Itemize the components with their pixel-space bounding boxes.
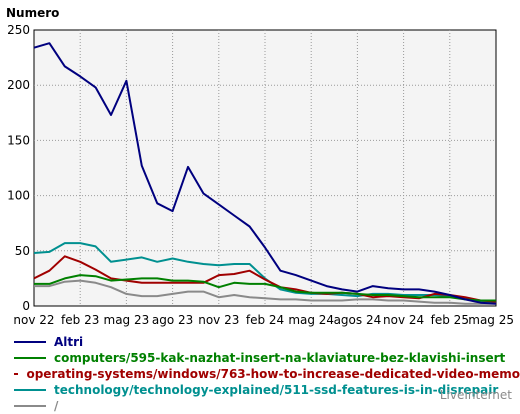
legend-item-2: operating-systems/windows/763-how-to-inc… xyxy=(14,366,520,382)
legend-label: operating-systems/windows/763-how-to-inc… xyxy=(26,367,520,381)
legend-item-3: technology/technology-explained/511-ssd-… xyxy=(14,382,520,398)
x-tick-label: agos 24 xyxy=(334,313,382,327)
legend-label: technology/technology-explained/511-ssd-… xyxy=(54,383,499,397)
y-tick-label: 50 xyxy=(15,244,30,258)
x-tick-label: mag 24 xyxy=(288,313,334,327)
footer-brand: LiveInternet xyxy=(439,388,512,402)
y-axis-label: Numero xyxy=(6,6,59,20)
grid-lines xyxy=(34,30,496,306)
legend-swatch xyxy=(14,357,46,359)
x-tick-label: nov 24 xyxy=(383,313,424,327)
legend-swatch xyxy=(14,373,19,375)
y-tick-label: 150 xyxy=(7,133,30,147)
legend-item-1: computers/595-kak-nazhat-insert-na-klavi… xyxy=(14,350,520,366)
y-tick-label: 200 xyxy=(7,78,30,92)
series-line-2 xyxy=(33,255,497,303)
x-axis-ticks: nov 22 feb 23 mag 23 ago 23 nov 23 feb 24 mag … xyxy=(13,313,514,327)
y-tick-label: 100 xyxy=(7,189,30,203)
legend-label: computers/595-kak-nazhat-insert-na-klavi… xyxy=(54,351,506,365)
x-tick-label: nov 22 xyxy=(13,313,54,327)
x-tick-label: mag 23 xyxy=(104,313,150,327)
line-chart: Numero 0 50 100 150 200 250 nov 22 feb 23 mag 2… xyxy=(6,6,514,327)
legend-swatch xyxy=(14,341,46,343)
y-tick-label: 0 xyxy=(22,299,30,313)
x-tick-label: ago 23 xyxy=(152,313,193,327)
legend: Altri computers/595-kak-nazhat-insert-na-… xyxy=(14,334,520,414)
series-line-0 xyxy=(33,42,497,305)
x-tick-label: feb 25 xyxy=(431,313,469,327)
series-lines xyxy=(33,42,497,305)
x-tick-label: feb 24 xyxy=(246,313,284,327)
legend-label: Altri xyxy=(54,335,84,349)
legend-swatch xyxy=(14,405,46,407)
x-tick-label: mag 25 xyxy=(468,313,514,327)
legend-label: / xyxy=(54,399,59,413)
y-axis-ticks: 0 50 100 150 200 250 xyxy=(7,23,30,313)
series-line-1 xyxy=(34,274,496,302)
legend-item-0: Altri xyxy=(14,334,520,350)
x-tick-label: feb 23 xyxy=(61,313,99,327)
legend-swatch xyxy=(14,389,46,391)
x-tick-label: nov 23 xyxy=(198,313,239,327)
y-tick-label: 250 xyxy=(7,23,30,37)
series-line-4 xyxy=(34,279,496,305)
